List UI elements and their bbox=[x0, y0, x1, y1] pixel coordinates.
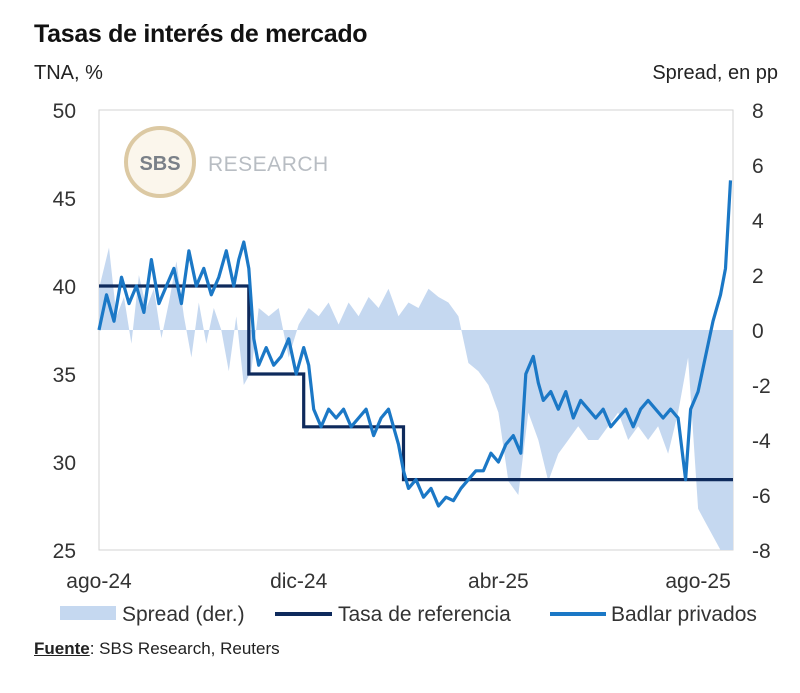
spread-area-series bbox=[99, 247, 733, 550]
left-tick-label: 35 bbox=[53, 364, 76, 387]
right-tick-label: -6 bbox=[752, 485, 771, 508]
axes: 25 30 35 40 45 50 -8 -6 -4 -2 0 2 4 6 8 ago-24 dic-24 abr… bbox=[53, 100, 771, 593]
legend-label-reference: Tasa de referencia bbox=[338, 603, 511, 626]
left-tick-label: 45 bbox=[53, 188, 76, 211]
source-note: Fuente: SBS Research, Reuters bbox=[34, 639, 280, 659]
legend-swatch-spread bbox=[60, 606, 116, 620]
right-tick-label: 6 bbox=[752, 155, 764, 178]
right-tick-label: 8 bbox=[752, 100, 764, 123]
spread-area bbox=[99, 247, 733, 550]
left-tick-label: 25 bbox=[53, 540, 76, 563]
right-tick-label: 2 bbox=[752, 265, 764, 288]
chart-title: Tasas de interés de mercado bbox=[34, 20, 368, 48]
legend-label-spread: Spread (der.) bbox=[122, 603, 245, 626]
right-tick-label: -2 bbox=[752, 375, 771, 398]
watermark-logo-ring bbox=[124, 126, 196, 198]
watermark-text: RESEARCH bbox=[208, 153, 329, 176]
x-tick-label: ago-24 bbox=[66, 570, 132, 593]
right-axis-unit: Spread, en pp bbox=[652, 62, 778, 84]
source-text: : SBS Research, Reuters bbox=[89, 639, 280, 658]
right-tick-label: 0 bbox=[752, 320, 764, 343]
right-tick-label: -8 bbox=[752, 540, 771, 563]
left-tick-label: 50 bbox=[53, 100, 76, 123]
left-axis-unit: TNA, % bbox=[34, 62, 103, 84]
left-tick-label: 30 bbox=[53, 452, 76, 475]
right-tick-label: 4 bbox=[752, 210, 764, 233]
source-label: Fuente bbox=[34, 639, 90, 658]
x-tick-label: abr-25 bbox=[468, 570, 529, 593]
badlar-line bbox=[97, 180, 733, 508]
line-series bbox=[97, 180, 733, 508]
left-tick-label: 40 bbox=[53, 276, 76, 299]
right-tick-label: -4 bbox=[752, 430, 771, 453]
x-tick-label: dic-24 bbox=[270, 570, 328, 593]
watermark: SBS RESEARCH bbox=[124, 126, 329, 198]
legend-label-badlar: Badlar privados bbox=[611, 603, 757, 626]
x-tick-label: ago-25 bbox=[665, 570, 730, 593]
watermark-logo-text: SBS bbox=[139, 153, 180, 175]
legend: Spread (der.) Tasa de referencia Badlar pr… bbox=[60, 603, 757, 626]
